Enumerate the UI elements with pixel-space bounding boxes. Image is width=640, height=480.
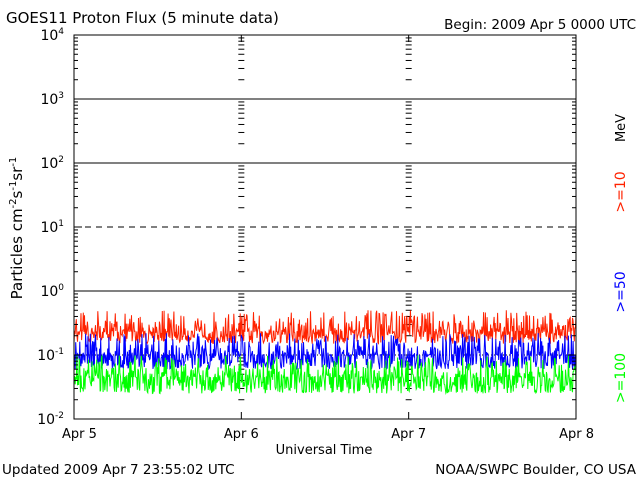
begin-time: Begin: 2009 Apr 5 0000 UTC <box>444 17 636 33</box>
legend-entry: >=100 <box>613 353 629 403</box>
x-tick-label: Apr 6 <box>224 427 259 442</box>
series-line <box>73 333 577 371</box>
legend-entry: >=10 <box>613 171 629 212</box>
x-axis-label: Universal Time <box>276 443 373 458</box>
legend-unit: MeV <box>614 114 629 142</box>
x-tick-label: Apr 8 <box>559 427 594 442</box>
x-tick-label: Apr 5 <box>62 427 97 442</box>
x-tick-label: Apr 7 <box>391 427 426 442</box>
y-tick-label: 104 <box>40 27 64 44</box>
plot-area <box>73 34 577 420</box>
y-tick-label: 103 <box>40 91 64 108</box>
series-line <box>73 310 577 345</box>
y-tick-label: 101 <box>40 219 64 236</box>
series-line <box>73 355 577 395</box>
y-tick-label: 102 <box>40 155 64 172</box>
y-tick-label: 10-1 <box>37 347 64 364</box>
day-divider <box>238 37 245 420</box>
y-axis-label: Particles cm-2s-1sr-1 <box>8 157 26 300</box>
credit-text: NOAA/SWPC Boulder, CO USA <box>435 462 637 478</box>
y-tick-label: 10-2 <box>37 411 64 428</box>
updated-timestamp: Updated 2009 Apr 7 23:55:02 UTC <box>2 462 235 478</box>
chart-title: GOES11 Proton Flux (5 minute data) <box>6 9 279 27</box>
legend-entry: >=50 <box>613 271 629 312</box>
y-tick-label: 100 <box>40 283 64 300</box>
